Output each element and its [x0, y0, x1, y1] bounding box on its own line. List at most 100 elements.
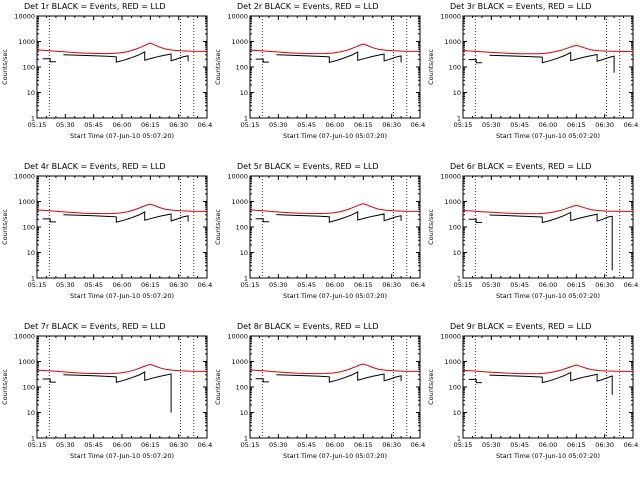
y-axis-label: Counts/sec	[214, 369, 222, 405]
y-tick-label: 10	[27, 89, 35, 97]
y-tick-label: 1000	[18, 38, 35, 46]
y-tick-label: 1	[457, 435, 461, 443]
lld-series	[249, 43, 421, 55]
y-tick-label: 1	[457, 275, 461, 283]
x-tick-label: 06:00	[326, 441, 345, 449]
x-tick-label: 06:45	[411, 441, 426, 449]
plot-title: Det 6r BLACK = Events, RED = LLD	[450, 162, 592, 171]
x-tick-label: 05:45	[510, 121, 529, 129]
y-tick-label: 1000	[231, 38, 248, 46]
y-tick-label: 100	[236, 64, 248, 72]
x-axis-label: Start Time (07-Jun-10 05:07:20)	[70, 132, 174, 140]
y-tick-label: 100	[449, 224, 461, 232]
events-series	[468, 218, 482, 223]
y-axis-label: Counts/sec	[427, 209, 435, 245]
plot-canvas: 05:15 05:30 05:45 06:00 06:15 06:30 06:45 1 10 10…	[1, 333, 213, 461]
lld-series	[249, 363, 421, 375]
x-tick-label: 05:30	[482, 281, 501, 289]
x-axis-label: Start Time (07-Jun-10 05:07:20)	[496, 452, 600, 460]
y-tick-label: 10000	[227, 13, 248, 21]
y-tick-label: 1000	[444, 358, 461, 366]
x-tick-label: 06:15	[354, 121, 373, 129]
y-axis-label: Counts/sec	[1, 209, 9, 245]
x-tick-label: 05:45	[297, 441, 316, 449]
plot-title: Det 3r BLACK = Events, RED = LLD	[450, 2, 592, 11]
x-tick-label: 05:15	[454, 121, 473, 129]
x-tick-label: 05:15	[28, 441, 47, 449]
x-tick-label: 06:45	[624, 441, 639, 449]
events-series	[63, 371, 172, 413]
x-tick-label: 06:15	[141, 121, 160, 129]
y-tick-label: 1	[244, 275, 248, 283]
plot-canvas: 05:15 05:30 05:45 06:00 06:15 06:30 06:45 1 10 10…	[214, 333, 426, 461]
events-series	[276, 51, 402, 64]
events-series	[42, 218, 56, 223]
events-series	[489, 51, 615, 73]
plot-title: Det 5r BLACK = Events, RED = LLD	[237, 162, 379, 171]
x-tick-label: 05:15	[28, 281, 47, 289]
y-axis-label: Counts/sec	[1, 49, 9, 85]
y-tick-label: 1000	[444, 38, 461, 46]
x-axis-label: Start Time (07-Jun-10 05:07:20)	[70, 292, 174, 300]
x-axis-label: Start Time (07-Jun-10 05:07:20)	[283, 292, 387, 300]
x-axis-label: Start Time (07-Jun-10 05:07:20)	[283, 132, 387, 140]
y-axis-label: Counts/sec	[214, 49, 222, 85]
lld-series	[36, 203, 208, 215]
y-tick-label: 100	[236, 384, 248, 392]
axes-frame	[36, 15, 208, 119]
x-tick-label: 05:15	[241, 121, 260, 129]
x-tick-label: 06:00	[539, 121, 558, 129]
x-tick-label: 05:15	[241, 281, 260, 289]
y-tick-label: 100	[449, 384, 461, 392]
plot-title: Det 2r BLACK = Events, RED = LLD	[237, 2, 379, 11]
plot-canvas: 05:15 05:30 05:45 06:00 06:15 06:30 06:45 1 10 10…	[1, 173, 213, 301]
plot-cell-1: Det 1r BLACK = Events, RED = LLD 05:15 05:…	[0, 0, 213, 160]
plot-cell-2: Det 2r BLACK = Events, RED = LLD 05:15 05:…	[213, 0, 426, 160]
x-tick-label: 05:15	[241, 441, 260, 449]
y-tick-label: 10	[453, 89, 461, 97]
x-tick-label: 06:15	[567, 121, 586, 129]
y-tick-label: 10	[453, 409, 461, 417]
y-tick-label: 10000	[440, 13, 461, 21]
y-tick-label: 1000	[444, 198, 461, 206]
axes-frame	[249, 335, 421, 439]
lld-series	[462, 364, 634, 375]
plot-title: Det 1r BLACK = Events, RED = LLD	[24, 2, 166, 11]
x-tick-label: 06:30	[595, 121, 614, 129]
x-tick-label: 06:15	[567, 441, 586, 449]
lld-series	[36, 363, 208, 375]
x-tick-label: 06:30	[595, 441, 614, 449]
x-axis-label: Start Time (07-Jun-10 05:07:20)	[496, 292, 600, 300]
y-tick-label: 10	[240, 409, 248, 417]
x-tick-label: 06:45	[624, 121, 639, 129]
events-series	[63, 51, 189, 63]
axes-frame	[462, 15, 634, 119]
y-tick-label: 1000	[231, 198, 248, 206]
x-tick-label: 05:30	[269, 441, 288, 449]
y-tick-label: 10	[27, 249, 35, 257]
plot-cell-6: Det 6r BLACK = Events, RED = LLD 05:15 05:…	[426, 160, 639, 320]
x-tick-label: 06:30	[382, 441, 401, 449]
y-tick-label: 1	[457, 115, 461, 123]
x-tick-label: 06:30	[595, 281, 614, 289]
events-series	[255, 378, 269, 383]
x-tick-label: 05:45	[84, 441, 103, 449]
x-tick-label: 06:00	[113, 441, 132, 449]
x-tick-label: 06:15	[354, 441, 373, 449]
events-series	[276, 210, 402, 223]
y-tick-label: 10	[453, 249, 461, 257]
x-tick-label: 06:15	[567, 281, 586, 289]
x-tick-label: 06:00	[326, 281, 345, 289]
x-tick-label: 05:15	[454, 281, 473, 289]
x-tick-label: 06:15	[141, 441, 160, 449]
x-tick-label: 06:00	[539, 441, 558, 449]
x-tick-label: 05:45	[510, 281, 529, 289]
x-tick-label: 06:45	[624, 281, 639, 289]
plot-canvas: 05:15 05:30 05:45 06:00 06:15 06:30 06:45 1 10 10…	[427, 173, 639, 301]
y-tick-label: 100	[236, 224, 248, 232]
events-series	[42, 378, 56, 383]
x-axis-label: Start Time (07-Jun-10 05:07:20)	[496, 132, 600, 140]
y-tick-label: 10000	[227, 333, 248, 341]
y-tick-label: 1	[244, 115, 248, 123]
plot-canvas: 05:15 05:30 05:45 06:00 06:15 06:30 06:45 1 10 10…	[1, 13, 213, 141]
